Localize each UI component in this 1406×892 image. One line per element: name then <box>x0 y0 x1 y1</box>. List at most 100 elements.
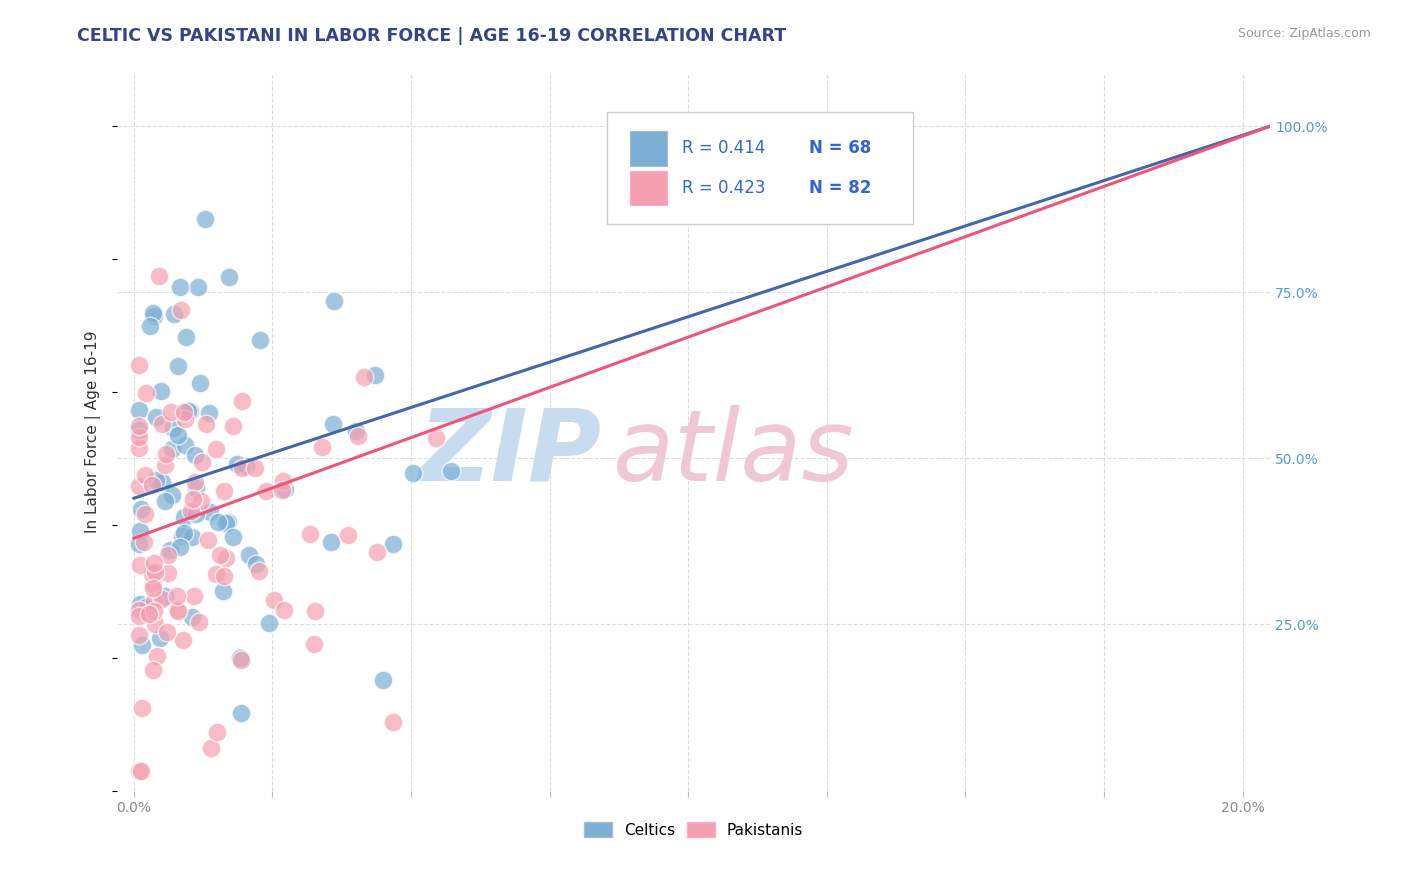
Point <box>176 329 198 343</box>
Point <box>150 417 173 431</box>
Point <box>274 482 297 496</box>
Point <box>311 440 333 454</box>
Point <box>183 589 205 603</box>
Point <box>128 441 150 455</box>
Point <box>190 494 212 508</box>
Point <box>179 404 201 418</box>
Point <box>229 653 252 667</box>
Point <box>299 527 322 541</box>
Text: R = 0.414: R = 0.414 <box>682 139 766 157</box>
Point <box>174 438 197 452</box>
Point <box>364 368 387 382</box>
Point <box>155 494 177 508</box>
Point <box>139 318 162 333</box>
Point <box>184 448 207 462</box>
Point <box>238 548 260 562</box>
Text: N = 82: N = 82 <box>808 178 872 197</box>
Point <box>205 442 228 456</box>
Point <box>143 556 166 570</box>
Point <box>143 565 166 579</box>
Point <box>194 417 217 431</box>
Point <box>128 423 150 437</box>
Point <box>174 412 197 426</box>
Point <box>207 724 229 739</box>
Point <box>180 504 202 518</box>
Point <box>381 536 404 550</box>
Point <box>173 405 195 419</box>
Point <box>173 525 195 540</box>
Point <box>249 333 271 347</box>
Point <box>145 473 167 487</box>
Point <box>160 405 183 419</box>
Point <box>225 457 247 471</box>
Point <box>170 302 193 317</box>
Point <box>243 460 266 475</box>
Point <box>302 637 325 651</box>
Point <box>231 461 253 475</box>
Point <box>143 617 166 632</box>
Text: R = 0.423: R = 0.423 <box>682 178 766 197</box>
Point <box>184 507 207 521</box>
Point <box>156 625 179 640</box>
Point <box>440 464 463 478</box>
Point <box>131 764 153 778</box>
Point <box>142 309 165 323</box>
FancyBboxPatch shape <box>630 170 668 205</box>
Point <box>128 430 150 444</box>
Point <box>180 609 202 624</box>
Point <box>167 359 190 374</box>
Point <box>322 417 344 431</box>
Point <box>163 307 186 321</box>
Point <box>128 537 150 551</box>
Point <box>135 386 157 401</box>
Point <box>184 481 207 495</box>
Point <box>145 410 167 425</box>
Point <box>153 458 176 473</box>
Legend: Celtics, Pakistanis: Celtics, Pakistanis <box>578 815 810 844</box>
Point <box>205 566 228 581</box>
Point <box>222 418 245 433</box>
Point <box>231 393 253 408</box>
Point <box>218 270 240 285</box>
Point <box>212 484 235 499</box>
Point <box>148 268 170 283</box>
Point <box>322 294 344 309</box>
Point <box>222 530 245 544</box>
Point <box>319 535 342 549</box>
Point <box>129 597 152 611</box>
Point <box>128 603 150 617</box>
Point <box>128 524 150 539</box>
Point <box>128 558 150 572</box>
Point <box>134 534 156 549</box>
Point <box>271 483 294 497</box>
Y-axis label: In Labor Force | Age 16-19: In Labor Force | Age 16-19 <box>86 331 101 533</box>
Text: ZIP: ZIP <box>419 405 602 502</box>
Point <box>149 631 172 645</box>
Point <box>229 706 252 720</box>
Point <box>128 358 150 372</box>
Point <box>153 589 176 603</box>
Point <box>217 516 239 530</box>
Point <box>373 673 395 687</box>
Point <box>142 576 165 591</box>
Point <box>157 549 180 563</box>
Point <box>254 483 277 498</box>
Text: N = 68: N = 68 <box>808 139 872 157</box>
Point <box>135 600 157 615</box>
Point <box>173 510 195 524</box>
Point <box>146 648 169 663</box>
Point <box>143 605 166 619</box>
Point <box>131 638 153 652</box>
Point <box>425 431 447 445</box>
Point <box>128 764 150 778</box>
Point <box>194 212 217 227</box>
Point <box>128 402 150 417</box>
Point <box>141 566 163 581</box>
Point <box>271 474 294 488</box>
Point <box>200 505 222 519</box>
Point <box>304 604 326 618</box>
Point <box>166 603 188 617</box>
Point <box>263 592 285 607</box>
Point <box>180 530 202 544</box>
Point <box>141 478 163 492</box>
